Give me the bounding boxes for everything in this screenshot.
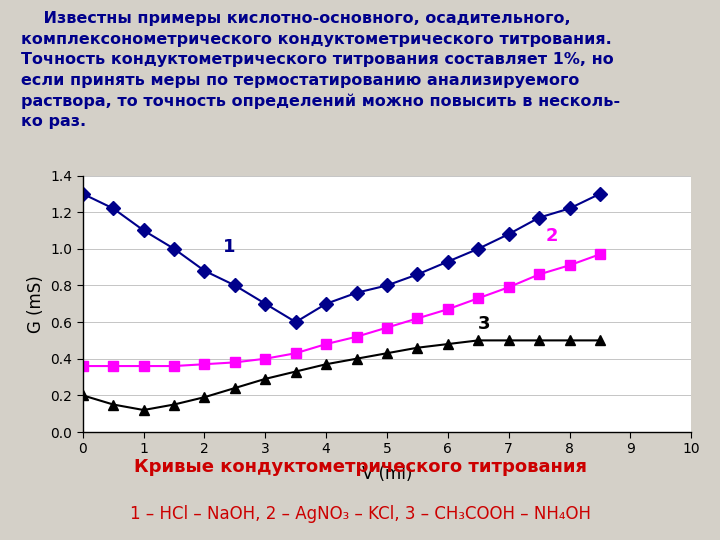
Text: 3: 3 — [478, 315, 491, 333]
Text: 1 – HCl – NaOH, 2 – AgNO₃ – KCl, 3 – CH₃COOH – NH₄OH: 1 – HCl – NaOH, 2 – AgNO₃ – KCl, 3 – CH₃… — [130, 505, 590, 523]
Text: 2: 2 — [545, 227, 558, 246]
Text: Известны примеры кислотно-основного, осадительного,
комплексонометрического конд: Известны примеры кислотно-основного, оса… — [22, 11, 621, 129]
X-axis label: V (ml): V (ml) — [362, 465, 412, 483]
Text: Кривые кондуктометрического титрования: Кривые кондуктометрического титрования — [133, 457, 587, 476]
Y-axis label: G (mS): G (mS) — [27, 275, 45, 333]
Text: 1: 1 — [222, 239, 235, 256]
